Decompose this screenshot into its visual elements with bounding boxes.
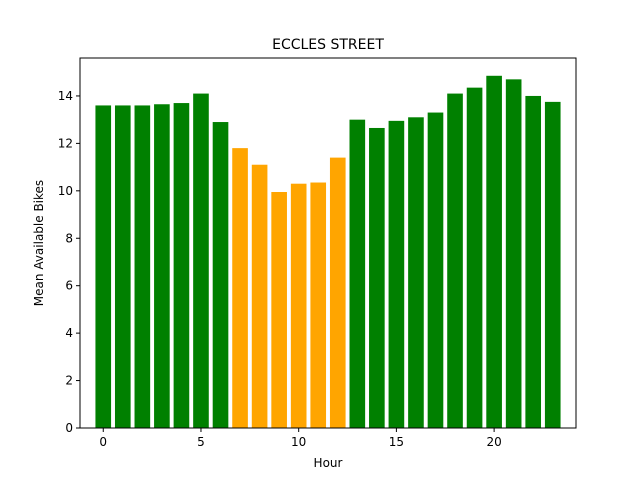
bar-hour-22 [525,95,542,428]
plot-frame [79,57,577,429]
x-tick-label: 0 [99,435,107,449]
x-tick-label: 5 [197,435,205,449]
bar-hour-1 [114,105,131,428]
bar-hour-3 [154,104,170,428]
y-axis-label: Mean Available Bikes [32,180,46,306]
bar-hour-21 [505,79,522,428]
y-tick-label: 2 [65,374,73,388]
y-tick-label: 10 [58,184,73,198]
y-tick-label: 4 [65,326,73,340]
bar-hour-14 [369,127,385,428]
y-tick-label: 14 [58,89,73,103]
bar-hour-9 [271,192,287,428]
bar-hour-6 [212,122,229,429]
y-tick-label: 6 [65,279,73,293]
bar-hour-16 [408,117,424,429]
x-axis-ticks: 0 5 10 15 20 [99,428,502,449]
x-tick-label: 15 [389,435,404,449]
bar-hour-19 [466,87,483,429]
x-axis-label: Hour [314,456,343,470]
bar-hour-23 [544,101,561,428]
bar-hour-11 [310,182,327,428]
bar-hour-17 [427,112,444,429]
y-tick-label: 8 [65,231,73,245]
y-tick-label: 0 [65,421,73,435]
y-tick-label: 12 [58,136,73,150]
bar-hour-13 [349,119,366,429]
bar-hour-10 [290,183,307,428]
bar-hour-15 [388,120,405,428]
bar-hour-8 [251,164,268,428]
chart-title: ECCLES STREET [272,37,384,53]
bar-hour-5 [193,93,209,429]
x-tick-label: 20 [486,435,501,449]
bars-group [95,75,561,429]
bar-hour-18 [447,93,463,429]
bar-hour-4 [173,103,190,429]
bar-hour-2 [134,105,151,428]
y-axis-ticks: 0 2 4 6 8 10 12 14 [58,89,80,435]
bar-hour-7 [232,148,248,428]
bar-hour-0 [95,105,112,428]
x-tick-label: 10 [291,435,306,449]
bar-hour-20 [486,75,502,429]
bar-hour-12 [329,157,346,428]
